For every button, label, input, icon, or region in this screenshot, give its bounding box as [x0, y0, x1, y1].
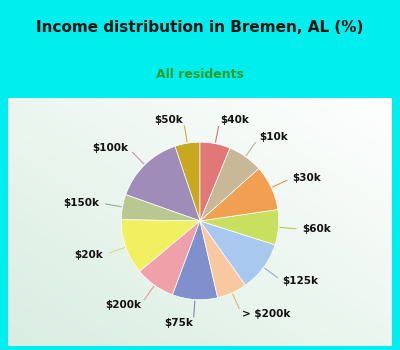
Wedge shape	[140, 221, 200, 295]
Text: $75k: $75k	[164, 318, 193, 328]
Wedge shape	[200, 142, 230, 221]
Text: $150k: $150k	[63, 198, 99, 208]
Text: $10k: $10k	[259, 132, 288, 142]
Text: ⓘ  City-Data.com: ⓘ City-Data.com	[302, 116, 377, 124]
Wedge shape	[126, 146, 200, 221]
Text: $125k: $125k	[283, 276, 319, 286]
Text: $30k: $30k	[293, 173, 322, 183]
Text: $60k: $60k	[302, 224, 331, 234]
Text: $50k: $50k	[155, 115, 184, 125]
Text: $200k: $200k	[105, 300, 141, 309]
Wedge shape	[200, 168, 278, 221]
Wedge shape	[172, 221, 218, 300]
Wedge shape	[200, 148, 259, 221]
Text: > $200k: > $200k	[242, 309, 290, 319]
Wedge shape	[200, 210, 279, 245]
Text: All residents: All residents	[156, 68, 244, 81]
Wedge shape	[175, 142, 200, 221]
Text: $100k: $100k	[92, 143, 128, 153]
Wedge shape	[121, 220, 200, 272]
Text: $40k: $40k	[220, 116, 249, 126]
Wedge shape	[121, 195, 200, 221]
Wedge shape	[200, 221, 246, 298]
Wedge shape	[200, 221, 275, 285]
Text: $20k: $20k	[75, 250, 104, 260]
Text: Income distribution in Bremen, AL (%): Income distribution in Bremen, AL (%)	[36, 20, 364, 35]
